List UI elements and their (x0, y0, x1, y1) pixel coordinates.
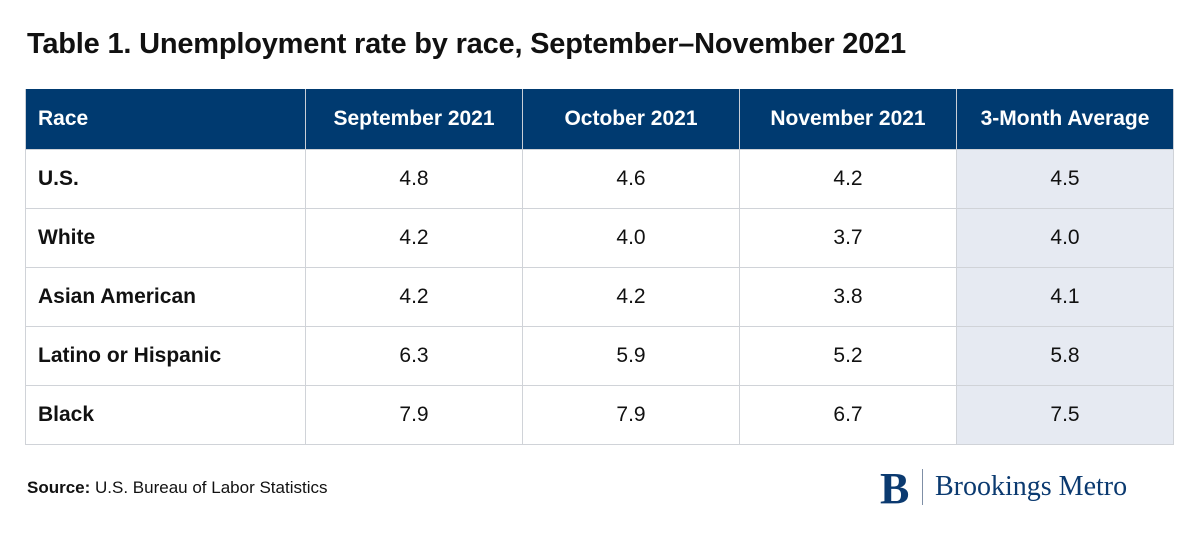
cell-value: 4.2 (305, 266, 523, 327)
row-label: Black (25, 384, 306, 445)
cell-value: 7.9 (305, 384, 523, 445)
table-title: Table 1. Unemployment rate by race, Sept… (27, 28, 906, 60)
source-label: Source: (27, 478, 91, 497)
column-header-october: October 2021 (522, 89, 740, 149)
brookings-metro-logo: B Brookings Metro (880, 462, 1127, 512)
cell-average: 7.5 (956, 384, 1174, 445)
row-label: White (25, 207, 306, 268)
source-note: Source: U.S. Bureau of Labor Statistics (27, 478, 327, 498)
svg-text:B: B (880, 466, 909, 508)
column-header-september: September 2021 (305, 89, 523, 149)
cell-average: 4.5 (956, 148, 1174, 209)
cell-value: 4.2 (522, 266, 740, 327)
column-header-november: November 2021 (739, 89, 957, 149)
table-row: Latino or Hispanic 6.3 5.9 5.2 5.8 (25, 325, 1174, 386)
cell-value: 4.0 (522, 207, 740, 268)
table-row: Black 7.9 7.9 6.7 7.5 (25, 384, 1174, 445)
cell-value: 3.7 (739, 207, 957, 268)
table-row: White 4.2 4.0 3.7 4.0 (25, 207, 1174, 268)
column-header-race: Race (25, 89, 306, 149)
cell-value: 4.2 (739, 148, 957, 209)
table-row: Asian American 4.2 4.2 3.8 4.1 (25, 266, 1174, 327)
cell-value: 7.9 (522, 384, 740, 445)
cell-average: 4.1 (956, 266, 1174, 327)
source-text: U.S. Bureau of Labor Statistics (90, 478, 328, 497)
table-header-row: Race September 2021 October 2021 Novembe… (25, 89, 1174, 149)
unemployment-table: Race September 2021 October 2021 Novembe… (25, 89, 1174, 445)
brookings-b-icon: B (880, 466, 909, 508)
cell-value: 5.2 (739, 325, 957, 386)
cell-value: 4.8 (305, 148, 523, 209)
cell-value: 4.6 (522, 148, 740, 209)
cell-value: 6.7 (739, 384, 957, 445)
cell-value: 5.9 (522, 325, 740, 386)
logo-wordmark: Brookings Metro (935, 471, 1128, 502)
cell-average: 4.0 (956, 207, 1174, 268)
cell-value: 3.8 (739, 266, 957, 327)
table-row: U.S. 4.8 4.6 4.2 4.5 (25, 148, 1174, 209)
row-label: Asian American (25, 266, 306, 327)
cell-average: 5.8 (956, 325, 1174, 386)
column-header-average: 3-Month Average (956, 89, 1174, 149)
logo-divider (922, 469, 923, 505)
cell-value: 6.3 (305, 325, 523, 386)
row-label: U.S. (25, 148, 306, 209)
row-label: Latino or Hispanic (25, 325, 306, 386)
cell-value: 4.2 (305, 207, 523, 268)
